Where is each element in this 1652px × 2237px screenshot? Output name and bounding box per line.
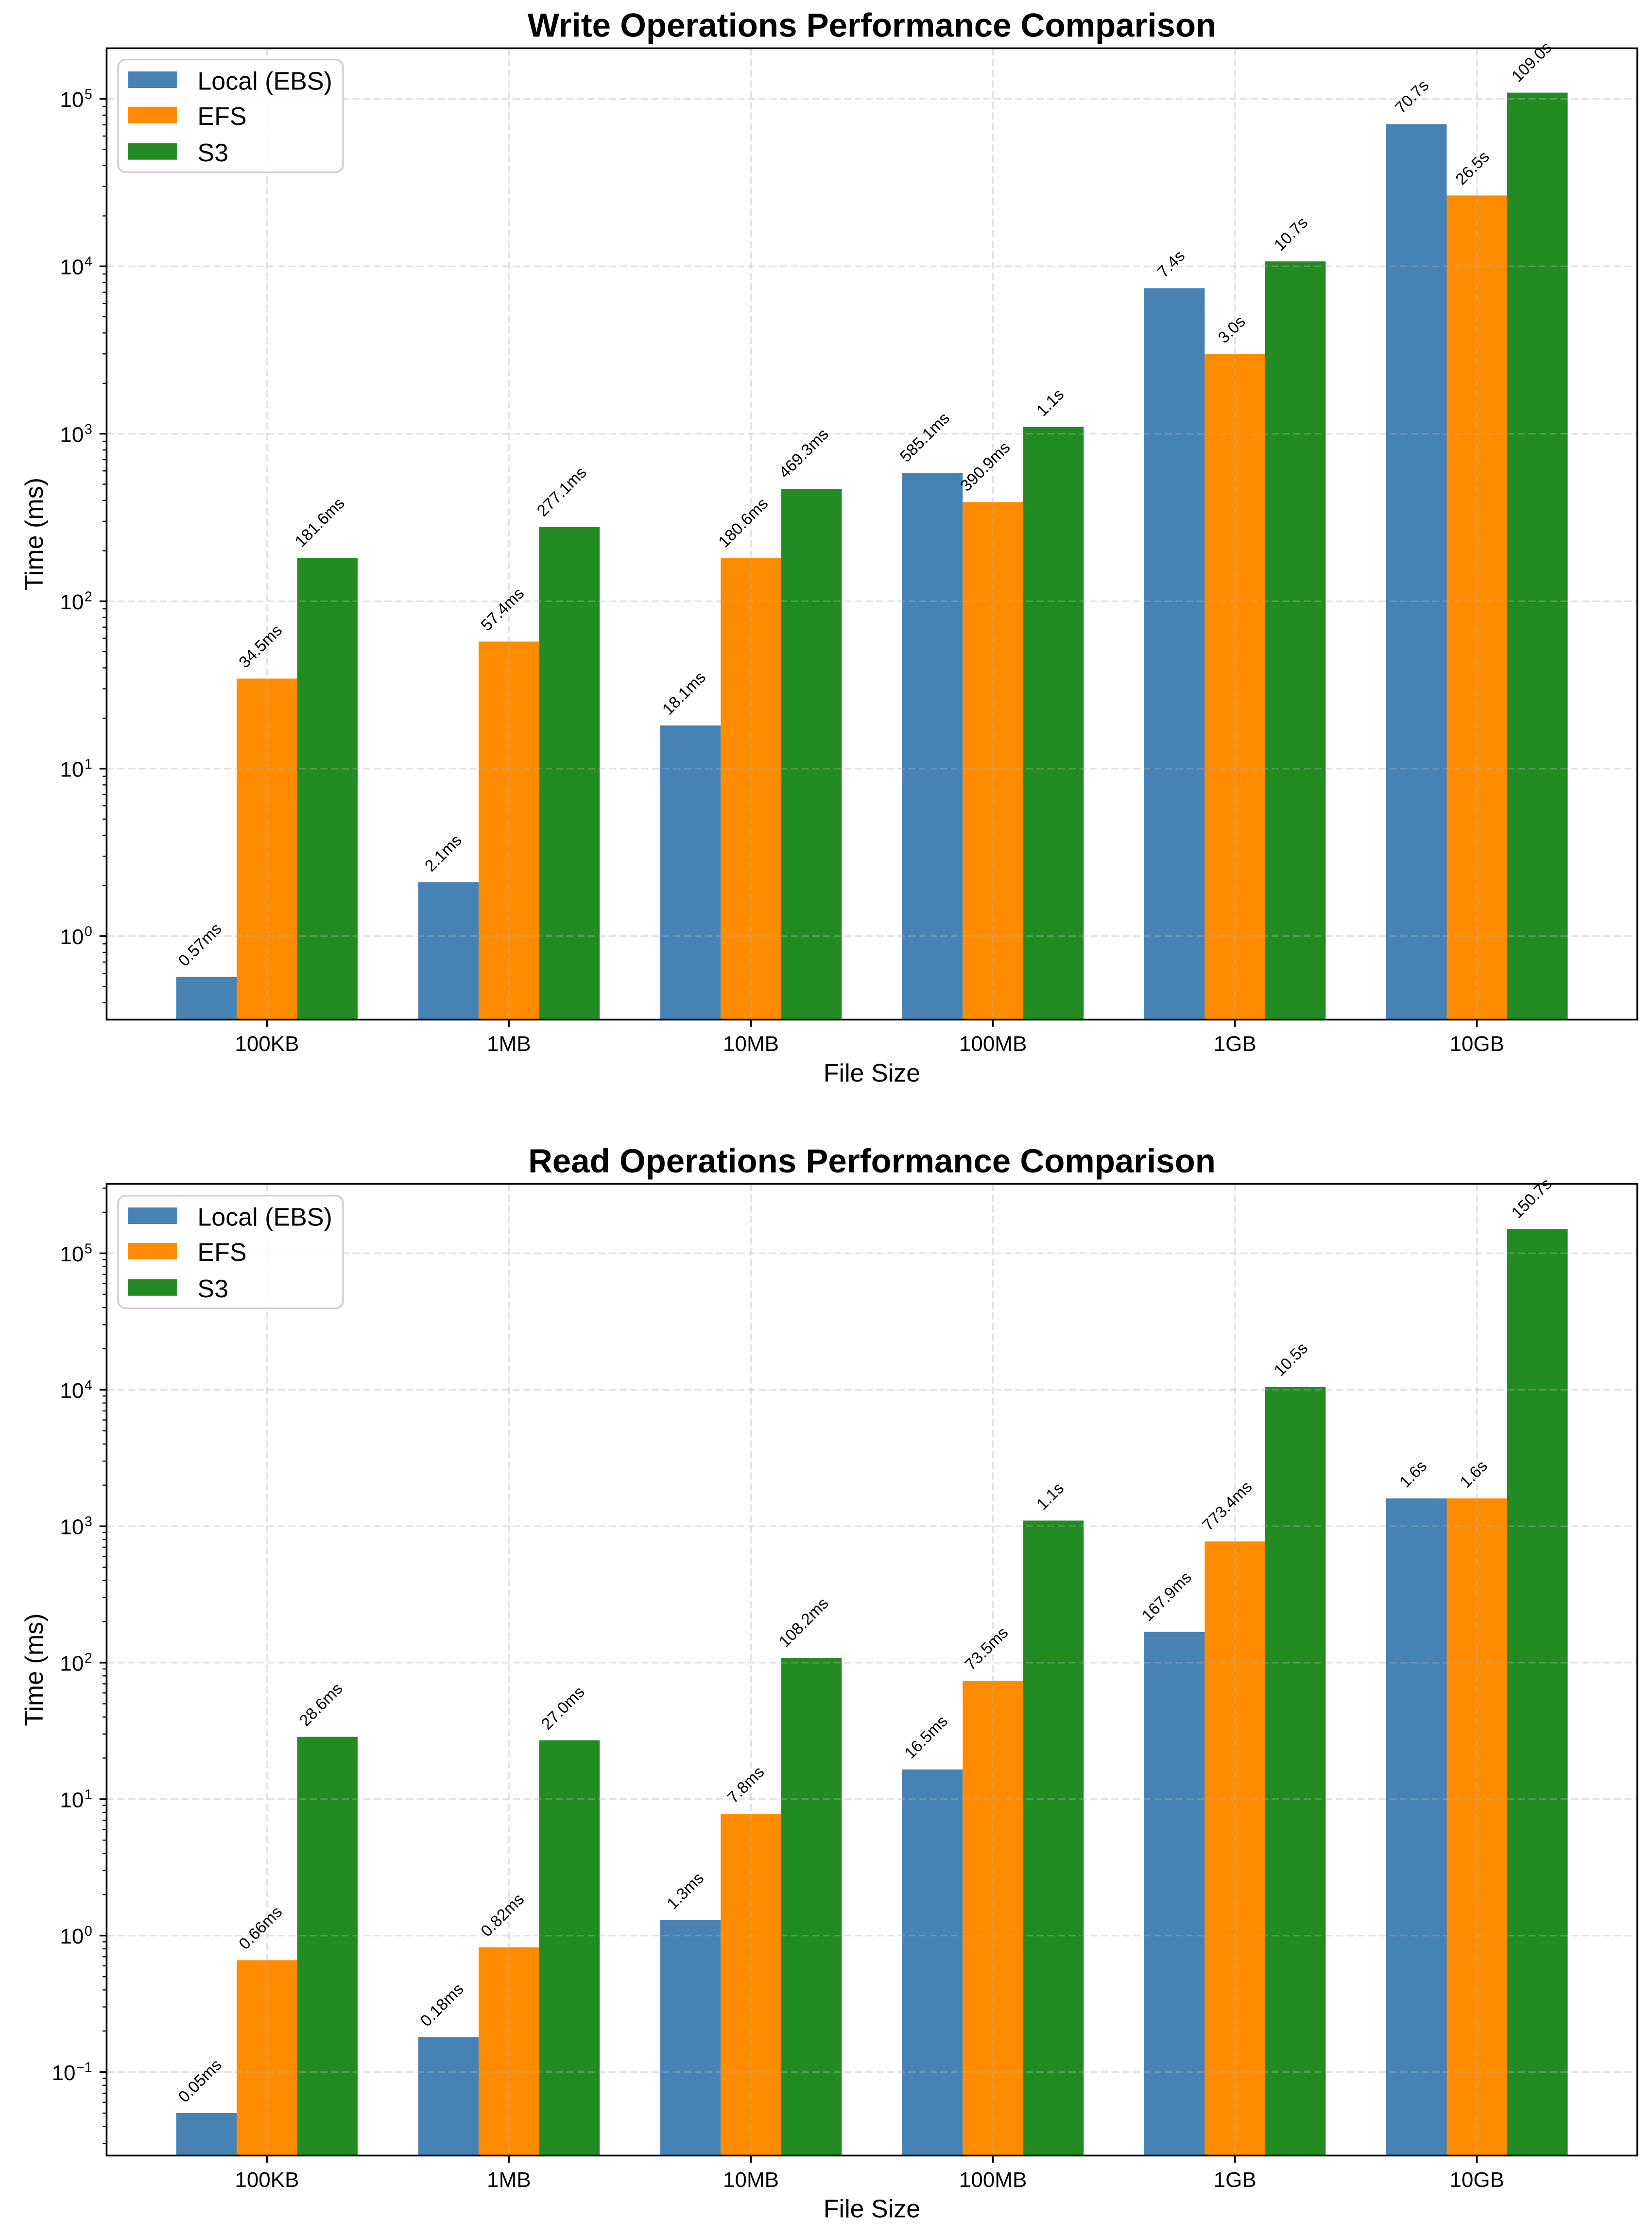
svg-text:File Size: File Size	[824, 1059, 920, 1087]
svg-text:10: 10	[60, 256, 84, 279]
svg-text:EFS: EFS	[197, 1239, 246, 1267]
svg-text:10: 10	[60, 925, 84, 949]
svg-text:10MB: 10MB	[723, 1032, 779, 1056]
svg-text:1: 1	[85, 757, 92, 772]
svg-text:1: 1	[85, 1787, 92, 1803]
svg-text:10: 10	[60, 423, 84, 447]
svg-text:10: 10	[52, 2061, 76, 2085]
svg-text:2: 2	[85, 1651, 92, 1666]
svg-text:10GB: 10GB	[1449, 1032, 1504, 1056]
svg-text:0: 0	[85, 1924, 92, 1939]
svg-text:File Size: File Size	[824, 2195, 920, 2223]
svg-text:1MB: 1MB	[487, 2168, 531, 2192]
svg-text:10: 10	[60, 1788, 84, 1812]
svg-text:EFS: EFS	[197, 103, 246, 131]
svg-text:3: 3	[85, 1514, 92, 1530]
svg-text:Time (ms): Time (ms)	[20, 1613, 49, 1726]
svg-text:Write Operations Performance C: Write Operations Performance Comparison	[528, 7, 1216, 44]
svg-text:4: 4	[85, 1377, 92, 1393]
svg-text:10: 10	[60, 1379, 84, 1403]
svg-text:Local (EBS): Local (EBS)	[197, 1203, 332, 1231]
svg-text:1GB: 1GB	[1214, 2168, 1256, 2192]
svg-text:S3: S3	[197, 1275, 228, 1303]
svg-text:2: 2	[85, 589, 92, 605]
svg-text:10: 10	[60, 758, 84, 782]
svg-text:10: 10	[60, 1515, 84, 1539]
svg-text:Local (EBS): Local (EBS)	[197, 67, 332, 95]
svg-text:5: 5	[85, 1241, 92, 1257]
svg-text:Read Operations Performance Co: Read Operations Performance Comparison	[528, 1142, 1216, 1180]
svg-text:10GB: 10GB	[1449, 2168, 1504, 2192]
svg-text:S3: S3	[197, 139, 228, 167]
svg-text:10: 10	[60, 1652, 84, 1676]
svg-text:100KB: 100KB	[235, 1032, 299, 1056]
svg-text:0: 0	[85, 924, 92, 940]
svg-text:1MB: 1MB	[487, 1032, 531, 1056]
svg-text:−1: −1	[76, 2060, 92, 2076]
svg-text:10MB: 10MB	[723, 2168, 779, 2192]
svg-text:10: 10	[60, 88, 84, 112]
svg-text:Time (ms): Time (ms)	[20, 478, 49, 590]
svg-text:3: 3	[85, 422, 92, 437]
svg-text:100MB: 100MB	[959, 1032, 1027, 1056]
svg-text:10: 10	[60, 1242, 84, 1266]
svg-text:5: 5	[85, 87, 92, 103]
svg-text:4: 4	[85, 254, 92, 270]
svg-text:100MB: 100MB	[959, 2168, 1027, 2192]
svg-text:10: 10	[60, 590, 84, 614]
svg-text:10: 10	[60, 1925, 84, 1948]
svg-text:100KB: 100KB	[235, 2168, 299, 2192]
svg-text:1GB: 1GB	[1214, 1032, 1256, 1056]
